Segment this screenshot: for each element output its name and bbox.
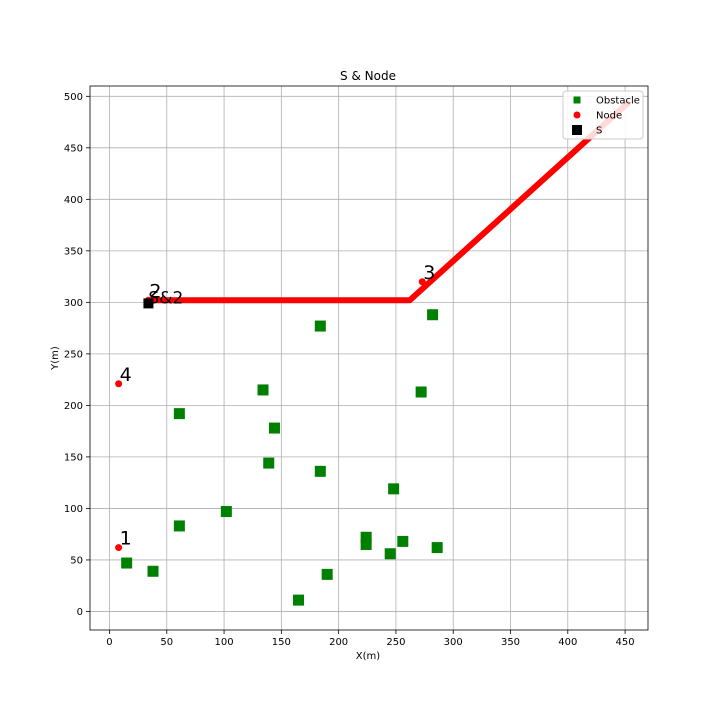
- x-tick-label: 350: [501, 637, 520, 648]
- obstacle-marker: [173, 520, 185, 532]
- x-tick-label: 0: [106, 637, 112, 648]
- y-tick-label: 300: [64, 298, 83, 309]
- y-tick-label: 200: [64, 401, 83, 412]
- y-tick-label: 400: [64, 195, 83, 206]
- y-tick-label: 350: [64, 246, 83, 257]
- obstacle-marker: [431, 542, 443, 554]
- obstacle-marker: [314, 320, 326, 332]
- node-marker: [115, 380, 123, 388]
- obstacle-marker: [263, 457, 275, 469]
- node-label: 1: [120, 528, 132, 550]
- obstacle-marker: [397, 535, 409, 547]
- obstacle-marker: [268, 422, 280, 434]
- obstacle-marker: [121, 557, 133, 569]
- obstacle-marker: [415, 386, 427, 398]
- y-tick-label: 150: [64, 452, 83, 463]
- obstacle-marker: [384, 548, 396, 560]
- y-tick-label: 100: [64, 504, 83, 515]
- x-tick-label: 200: [329, 637, 348, 648]
- y-tick-label: 50: [70, 555, 83, 566]
- legend-label: Obstacle: [596, 96, 640, 107]
- x-tick-label: 100: [215, 637, 234, 648]
- route-line: [145, 100, 631, 304]
- y-tick-label: 0: [77, 607, 83, 618]
- legend-marker: [572, 125, 582, 135]
- obstacle-marker: [257, 384, 269, 396]
- x-tick-label: 450: [616, 637, 635, 648]
- obstacle-marker: [293, 594, 305, 606]
- legend-marker: [573, 96, 581, 104]
- s-marker: [143, 298, 154, 309]
- x-tick-label: 250: [386, 637, 405, 648]
- y-axis-label: Y(m): [50, 346, 61, 371]
- obstacle-marker: [388, 483, 400, 495]
- axes: 0 50 100 150 200 250 300 350 400 4500501001502002…: [64, 85, 649, 648]
- legend-box: [562, 90, 644, 140]
- x-tick-label: 50: [160, 637, 173, 648]
- obstacle-marker: [360, 531, 372, 543]
- node-label: 3: [423, 262, 435, 284]
- node-marker: [418, 278, 426, 286]
- s-point-label: S&2: [148, 288, 183, 308]
- x-tick-label: 150: [272, 637, 291, 648]
- x-tick-label: 400: [558, 637, 577, 648]
- x-tick-label: 300: [444, 637, 463, 648]
- legend: Obstacle Node S: [562, 90, 644, 140]
- x-axis-label: X(m): [356, 651, 380, 662]
- y-tick-label: 500: [64, 92, 83, 103]
- obstacle-marker: [360, 538, 372, 550]
- obstacle-marker: [314, 465, 326, 477]
- obstacle-marker: [173, 408, 185, 420]
- chart-title: S & Node: [340, 69, 396, 83]
- y-tick-label: 250: [64, 349, 83, 360]
- obstacle-marker: [427, 309, 439, 321]
- obstacle-marker: [147, 565, 159, 577]
- legend-marker: [573, 111, 581, 119]
- obstacle-marker: [220, 506, 232, 518]
- obstacle-marker: [321, 568, 333, 580]
- node-marker: [115, 544, 123, 552]
- legend-label: Node: [596, 111, 622, 122]
- point-labels: 1 2 3 4 S&2: [120, 262, 436, 550]
- route-path: [145, 100, 631, 304]
- data-points: [115, 278, 443, 606]
- node-label: 4: [120, 364, 132, 386]
- plot-frame: [89, 85, 649, 631]
- node-label: 2: [149, 280, 161, 302]
- y-tick-label: 450: [64, 143, 83, 154]
- legend-label: S: [596, 126, 602, 137]
